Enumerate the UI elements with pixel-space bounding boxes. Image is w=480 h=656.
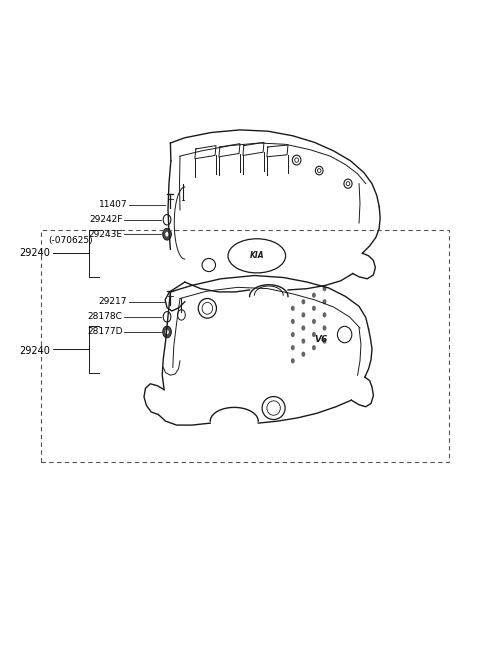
- Circle shape: [312, 293, 316, 298]
- Text: V6: V6: [314, 335, 327, 344]
- Circle shape: [323, 338, 326, 344]
- Text: (-070625): (-070625): [48, 236, 93, 245]
- Text: 29243E: 29243E: [88, 230, 122, 239]
- Circle shape: [301, 325, 305, 331]
- Text: KIA: KIA: [250, 251, 264, 260]
- Circle shape: [291, 306, 295, 311]
- Circle shape: [312, 345, 316, 350]
- Circle shape: [291, 319, 295, 324]
- Circle shape: [165, 329, 169, 335]
- Circle shape: [312, 332, 316, 337]
- Text: 29242F: 29242F: [89, 215, 122, 224]
- Circle shape: [301, 312, 305, 318]
- Text: 28177D: 28177D: [87, 327, 122, 337]
- Circle shape: [312, 306, 316, 311]
- Circle shape: [323, 312, 326, 318]
- Text: 29217: 29217: [99, 297, 127, 306]
- Text: 11407: 11407: [98, 200, 127, 209]
- Circle shape: [165, 232, 169, 237]
- Text: 28178C: 28178C: [87, 312, 122, 321]
- Circle shape: [323, 299, 326, 304]
- Bar: [41, 230, 449, 462]
- Text: 29240: 29240: [20, 247, 50, 258]
- Circle shape: [291, 358, 295, 363]
- Circle shape: [301, 352, 305, 357]
- Circle shape: [301, 338, 305, 344]
- Circle shape: [291, 332, 295, 337]
- Circle shape: [323, 286, 326, 291]
- Circle shape: [291, 345, 295, 350]
- Circle shape: [163, 326, 171, 338]
- Circle shape: [301, 299, 305, 304]
- Text: 29240: 29240: [20, 346, 50, 356]
- Circle shape: [323, 325, 326, 331]
- Circle shape: [163, 228, 171, 240]
- Circle shape: [312, 319, 316, 324]
